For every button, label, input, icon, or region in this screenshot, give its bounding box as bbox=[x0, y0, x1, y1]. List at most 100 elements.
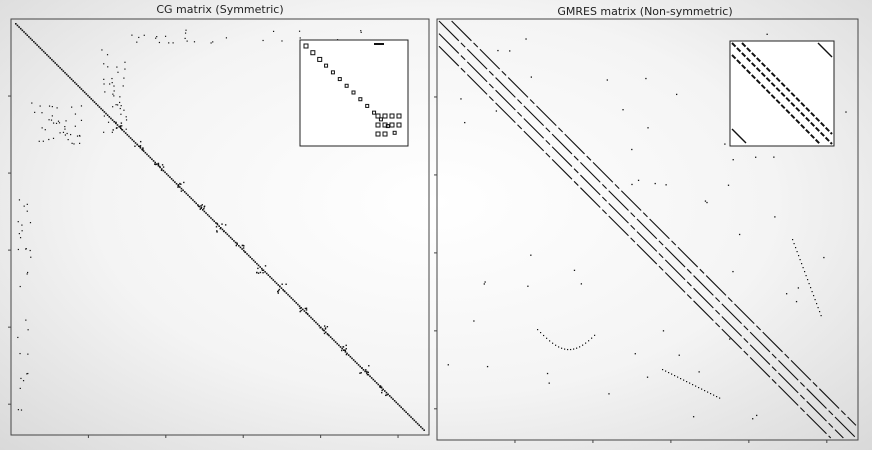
scatter-nonzero bbox=[58, 122, 61, 124]
diagonal-nonzero bbox=[101, 109, 104, 112]
scatter-nonzero bbox=[193, 41, 196, 43]
scatter-nonzero bbox=[766, 33, 768, 35]
block-nonzero bbox=[380, 386, 383, 388]
block-nonzero bbox=[259, 271, 262, 274]
block-nonzero bbox=[299, 310, 301, 313]
scatter-nonzero bbox=[48, 105, 51, 107]
scatter-nonzero bbox=[56, 107, 58, 109]
scatter-nonzero bbox=[17, 221, 19, 223]
diagonal-nonzero bbox=[157, 164, 160, 167]
diagonal-nonzero bbox=[116, 124, 119, 126]
block-nonzero bbox=[340, 349, 343, 352]
diagonal-nonzero bbox=[372, 378, 375, 381]
diagonal-nonzero bbox=[324, 331, 327, 334]
block-nonzero bbox=[161, 164, 164, 166]
diagonal-nonzero bbox=[74, 81, 76, 84]
block-nonzero bbox=[323, 325, 326, 327]
diagonal-nonzero bbox=[292, 298, 294, 301]
scatter-nonzero bbox=[143, 34, 145, 36]
diagonal-nonzero bbox=[162, 169, 165, 172]
scatter-nonzero bbox=[814, 299, 816, 301]
diagonal-nonzero bbox=[57, 65, 60, 68]
diagonal-nonzero bbox=[85, 93, 88, 95]
diagonal-nonzero bbox=[124, 132, 127, 134]
block-nonzero bbox=[160, 169, 163, 171]
scatter-nonzero bbox=[594, 334, 596, 336]
diagonal-nonzero bbox=[123, 130, 125, 133]
block-nonzero bbox=[216, 231, 218, 233]
scatter-nonzero bbox=[570, 348, 572, 351]
diagonal-nonzero bbox=[59, 67, 61, 69]
diagonal-nonzero bbox=[388, 395, 391, 397]
scatter-nonzero bbox=[796, 251, 798, 253]
scatter-nonzero bbox=[645, 77, 647, 80]
scatter-nonzero bbox=[80, 105, 83, 107]
scatter-nonzero bbox=[360, 30, 362, 32]
diagonal-nonzero bbox=[282, 289, 284, 291]
diagonal-nonzero bbox=[62, 70, 65, 72]
diagonal-nonzero bbox=[375, 382, 378, 384]
diagonal-nonzero bbox=[180, 187, 183, 190]
scatter-nonzero bbox=[48, 138, 50, 141]
block-nonzero bbox=[216, 222, 218, 225]
scatter-nonzero bbox=[51, 115, 53, 117]
block-nonzero bbox=[136, 143, 139, 146]
block-nonzero bbox=[300, 309, 302, 312]
off-diagonal-band bbox=[438, 45, 832, 439]
scatter-nonzero bbox=[26, 373, 28, 375]
diagonal-nonzero bbox=[44, 52, 47, 54]
block-nonzero bbox=[235, 244, 238, 247]
diagonal-nonzero bbox=[160, 168, 163, 170]
scatter-nonzero bbox=[80, 119, 83, 121]
inset-block bbox=[396, 122, 402, 128]
scatter-nonzero bbox=[113, 90, 115, 92]
diagonal-nonzero bbox=[72, 80, 74, 82]
block-nonzero bbox=[178, 184, 180, 186]
scatter-nonzero bbox=[530, 254, 532, 256]
diagonal-nonzero bbox=[172, 179, 175, 182]
diagonal-nonzero bbox=[93, 101, 96, 103]
axes-frame bbox=[436, 18, 859, 441]
diagonal-nonzero bbox=[198, 205, 201, 208]
diagonal-nonzero bbox=[300, 306, 302, 309]
scatter-nonzero bbox=[272, 30, 275, 32]
block-nonzero bbox=[157, 163, 160, 166]
scatter-nonzero bbox=[460, 98, 462, 100]
scatter-nonzero bbox=[17, 409, 19, 411]
scatter-nonzero bbox=[845, 111, 847, 113]
scatter-nonzero bbox=[119, 101, 121, 104]
diagonal-nonzero bbox=[193, 200, 196, 203]
scatter-nonzero bbox=[185, 29, 187, 31]
scatter-nonzero bbox=[801, 263, 803, 265]
diagonal-nonzero bbox=[164, 171, 166, 174]
scatter-nonzero bbox=[774, 216, 776, 218]
diagonal-nonzero bbox=[134, 142, 137, 144]
block-nonzero bbox=[243, 245, 245, 247]
block-nonzero bbox=[381, 389, 383, 392]
scatter-nonzero bbox=[447, 364, 449, 366]
diagonal-nonzero bbox=[39, 47, 42, 50]
scatter-nonzero bbox=[823, 256, 825, 259]
diagonal-nonzero bbox=[328, 334, 330, 337]
diagonal-nonzero bbox=[264, 271, 266, 273]
block-nonzero bbox=[261, 269, 264, 271]
diagonal-nonzero bbox=[416, 422, 419, 425]
scatter-nonzero bbox=[52, 137, 55, 139]
scatter-nonzero bbox=[20, 377, 22, 380]
scatter-nonzero bbox=[125, 116, 127, 118]
scatter-nonzero bbox=[103, 131, 105, 133]
scatter-nonzero bbox=[64, 134, 66, 136]
scatter-nonzero bbox=[665, 370, 667, 372]
scatter-nonzero bbox=[121, 125, 123, 127]
inset-block bbox=[344, 83, 349, 88]
diagonal-nonzero bbox=[267, 274, 270, 276]
scatter-nonzero bbox=[546, 337, 548, 339]
scatter-nonzero bbox=[74, 113, 77, 115]
scatter-nonzero bbox=[119, 107, 121, 110]
scatter-nonzero bbox=[792, 239, 794, 241]
diagonal-nonzero bbox=[146, 153, 148, 156]
scatter-nonzero bbox=[26, 210, 28, 212]
diagonal-nonzero bbox=[49, 57, 52, 59]
scatter-nonzero bbox=[704, 390, 706, 392]
inset-nonzero bbox=[374, 43, 384, 45]
